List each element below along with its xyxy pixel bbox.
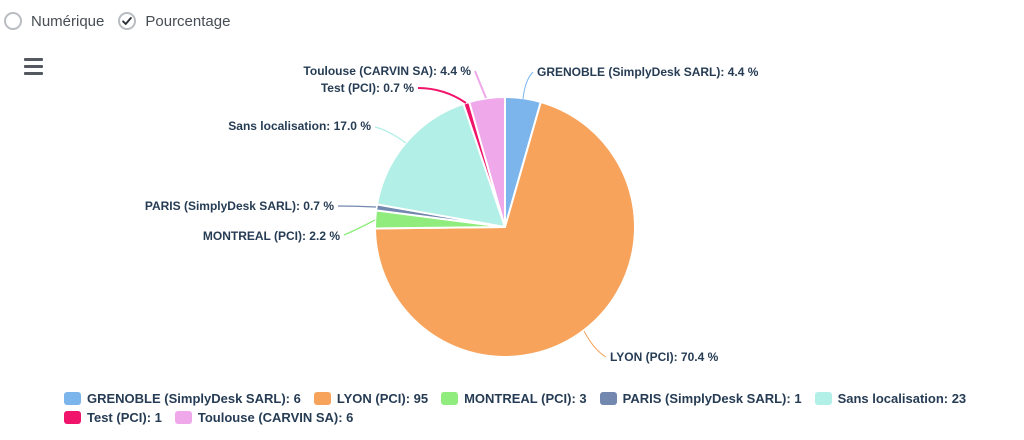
label-connector-test-pci — [417, 87, 467, 104]
label-connector-toulouse-carvin-sa — [474, 70, 487, 99]
legend-item-paris-simplydesk-sarl[interactable]: PARIS (SimplyDesk SARL): 1 — [599, 391, 802, 406]
legend-label: Test (PCI): 1 — [87, 410, 162, 425]
legend-item-test-pci[interactable]: Test (PCI): 1 — [64, 410, 162, 425]
legend-label: LYON (PCI): 95 — [336, 391, 429, 406]
pie-slice-toulouse-carvin-sa[interactable] — [468, 95, 506, 228]
radio-unchecked-icon — [4, 12, 22, 30]
pie-slice-lyon-pci[interactable] — [374, 101, 636, 358]
legend-item-sans-localisation[interactable]: Sans localisation: 23 — [814, 391, 967, 406]
legend-label: Toulouse (CARVIN SA): 6 — [197, 410, 354, 425]
pie-chart: GRENOBLE (SimplyDesk SARL): 4.4 % LYON (P… — [145, 64, 759, 364]
legend-swatch-icon — [64, 411, 81, 424]
label-connector-lyon-pci — [583, 330, 607, 358]
checkmark-icon — [122, 17, 133, 25]
legend-item-montreal-pci[interactable]: MONTREAL (PCI): 3 — [441, 391, 587, 406]
legend-label: Sans localisation: 23 — [837, 391, 967, 406]
legend-item-grenoble-simplydesk-sarl[interactable]: GRENOBLE (SimplyDesk SARL): 6 — [64, 391, 301, 406]
radio-checked-icon — [118, 12, 137, 30]
radio-numerique-label: Numérique — [31, 12, 105, 30]
slice-label-test-pci: Test (PCI): 0.7 % — [321, 81, 414, 95]
display-mode-controls: Numérique Pourcentage — [4, 12, 230, 30]
chart-legend: GRENOBLE (SimplyDesk SARL): 6 LYON (PCI):… — [64, 391, 1016, 425]
slice-label-montreal-pci: MONTREAL (PCI): 2.2 % — [203, 229, 340, 243]
slice-label-lyon-pci: LYON (PCI): 70.4 % — [610, 350, 719, 364]
slice-label-toulouse-carvin-sa: Toulouse (CARVIN SA): 4.4 % — [303, 64, 471, 78]
legend-swatch-icon — [441, 392, 459, 405]
legend-label: GRENOBLE (SimplyDesk SARL): 6 — [87, 391, 301, 406]
label-connector-paris-simplydesk-sarl — [337, 205, 377, 208]
legend-item-lyon-pci[interactable]: LYON (PCI): 95 — [313, 391, 429, 406]
legend-swatch-icon — [599, 392, 617, 405]
slice-label-sans-localisation: Sans localisation: 17.0 % — [228, 119, 371, 133]
legend-label: MONTREAL (PCI): 3 — [464, 391, 587, 406]
radio-pourcentage-label: Pourcentage — [145, 12, 231, 30]
slice-label-grenoble-simplydesk-sarl: GRENOBLE (SimplyDesk SARL): 4.4 % — [537, 65, 759, 79]
label-connector-sans-localisation — [374, 126, 407, 144]
radio-numerique[interactable]: Numérique — [4, 12, 104, 30]
hamburger-menu-icon — [24, 58, 43, 61]
label-connector-montreal-pci — [343, 219, 376, 236]
legend-item-toulouse-carvin-sa[interactable]: Toulouse (CARVIN SA): 6 — [174, 410, 354, 425]
legend-swatch-icon — [64, 392, 81, 405]
legend-swatch-icon — [174, 411, 192, 424]
label-connector-grenoble-simplydesk-sarl — [522, 71, 534, 100]
legend-label: PARIS (SimplyDesk SARL): 1 — [622, 391, 802, 406]
slice-label-paris-simplydesk-sarl: PARIS (SimplyDesk SARL): 0.7 % — [145, 199, 334, 213]
chart-context-menu-button[interactable] — [24, 58, 44, 75]
legend-swatch-icon — [313, 392, 331, 405]
legend-swatch-icon — [814, 392, 832, 405]
radio-pourcentage[interactable]: Pourcentage — [118, 12, 230, 30]
